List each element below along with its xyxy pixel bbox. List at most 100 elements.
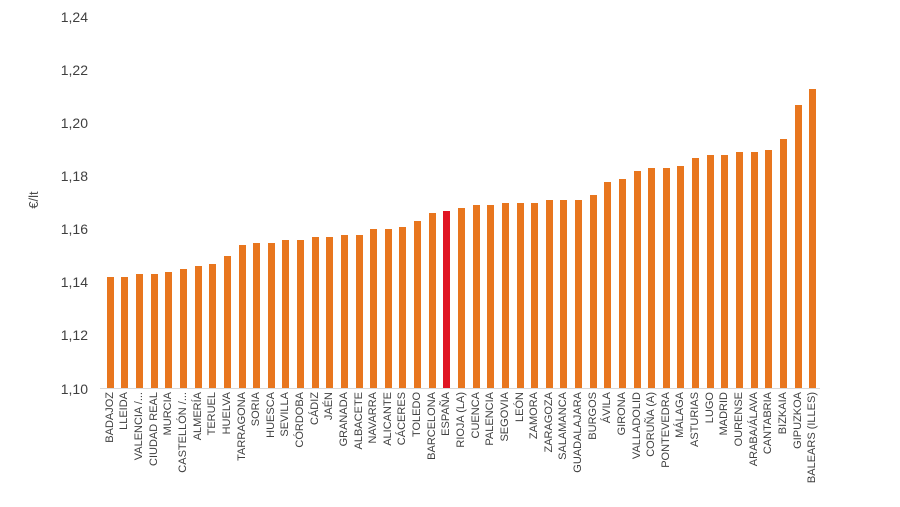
bar-m-laga bbox=[677, 165, 685, 389]
bar-badajoz bbox=[106, 277, 114, 389]
bar-araba-lava bbox=[750, 152, 758, 389]
x-axis-label-pontevedra: PONTEVEDRA bbox=[659, 392, 672, 468]
x-axis-line bbox=[100, 388, 820, 389]
x-axis-label-balears-illes: BALEARS (ILLES) bbox=[806, 392, 819, 484]
x-axis-label-le-n: LEÓN bbox=[513, 392, 526, 422]
x-axis-label-lleida: LLEIDA bbox=[118, 392, 131, 430]
bar-sevilla bbox=[282, 239, 290, 389]
x-axis-label-zaragoza: ZARAGOZA bbox=[542, 392, 555, 453]
bar-palencia bbox=[487, 205, 495, 389]
bar-gipuzkoa bbox=[794, 104, 802, 389]
bar-ourense bbox=[736, 152, 744, 389]
bar-almer-a bbox=[194, 266, 202, 389]
x-axis-label-espa-a: ESPAÑA bbox=[440, 392, 453, 436]
x-axis-label-guadalajara: GUADALAJARA bbox=[572, 392, 585, 473]
x-axis-label-palencia: PALENCIA bbox=[484, 392, 497, 446]
x-axis-label-barcelona: BARCELONA bbox=[425, 392, 438, 460]
bar-c-diz bbox=[311, 237, 319, 389]
bar-guadalajara bbox=[575, 200, 583, 389]
x-axis-label-cuenca: CUENCA bbox=[469, 392, 482, 439]
y-axis-tick-label: 1,10 bbox=[60, 380, 88, 397]
bar-burgos bbox=[589, 194, 597, 389]
bar-balears-illes bbox=[809, 88, 817, 389]
bar-ja-n bbox=[326, 237, 334, 389]
bar-zamora bbox=[531, 202, 539, 389]
bar-espa-a bbox=[443, 210, 451, 389]
x-axis-label-cantabria: CANTABRIA bbox=[762, 392, 775, 455]
x-axis-label-vila: ÁVILA bbox=[601, 392, 614, 424]
x-axis-label-alicante: ALICANTE bbox=[381, 392, 394, 446]
x-axis-label-ciudad-real: CIUDAD REAL bbox=[147, 392, 160, 466]
bar-coru-a-a bbox=[648, 168, 656, 389]
x-axis-label-asturias: ASTURIAS bbox=[689, 392, 702, 448]
bar-salamanca bbox=[560, 200, 568, 389]
x-axis-label-c-ceres: CÁCERES bbox=[396, 392, 409, 446]
bar-madrid bbox=[721, 154, 729, 389]
x-axis-label-rioja-la: RIOJA (LA) bbox=[455, 392, 467, 448]
x-axis-label-ja-n: JAÉN bbox=[323, 392, 336, 421]
y-axis-tick-label: 1,16 bbox=[60, 221, 88, 238]
bar-alicante bbox=[384, 229, 392, 389]
bar-huesca bbox=[267, 242, 275, 389]
x-axis-label-araba-lava: ARABA/ÁLAVA bbox=[747, 392, 760, 467]
x-axis-label-bizkaia: BIZKAIA bbox=[776, 392, 789, 435]
bar-barcelona bbox=[428, 213, 436, 389]
bar-girona bbox=[618, 178, 626, 389]
y-axis-tick-label: 1,22 bbox=[60, 62, 88, 79]
bar-murcia bbox=[165, 271, 173, 389]
x-axis-label-tarragona: TARRAGONA bbox=[235, 392, 248, 461]
bar-bizkaia bbox=[779, 139, 787, 389]
bar-ciudad-real bbox=[150, 274, 158, 389]
x-axis-label-zamora: ZAMORA bbox=[528, 392, 541, 440]
bar-cantabria bbox=[765, 149, 773, 389]
bar-toledo bbox=[414, 221, 422, 389]
y-axis-tick-label: 1,12 bbox=[60, 327, 88, 344]
x-axis-label-c-diz: CÁDIZ bbox=[308, 392, 321, 425]
x-axis-label-castell-n: CASTELLÓN /... bbox=[176, 392, 189, 473]
bar-asturias bbox=[692, 157, 700, 389]
y-axis-tick-label: 1,18 bbox=[60, 168, 88, 185]
bar-c-rdoba bbox=[297, 239, 305, 389]
bar-lleida bbox=[121, 277, 129, 389]
x-axis-label-toledo: TOLEDO bbox=[411, 392, 424, 438]
bar-soria bbox=[253, 242, 261, 389]
bar-zaragoza bbox=[545, 200, 553, 389]
x-axis-label-badajoz: BADAJOZ bbox=[103, 392, 116, 443]
x-axis-label-murcia: MURCIA bbox=[162, 392, 175, 436]
x-axis-label-ourense: OURENSE bbox=[733, 392, 746, 447]
bar-rioja-la bbox=[458, 208, 465, 389]
bar-vila bbox=[604, 181, 612, 389]
bar-huelva bbox=[223, 255, 231, 389]
bar-segovia bbox=[501, 202, 509, 389]
bar-granada bbox=[340, 234, 348, 389]
x-axis-label-girona: GIRONA bbox=[615, 392, 628, 436]
x-axis-label-m-laga: MÁLAGA bbox=[674, 392, 687, 438]
x-axis-label-albacete: ALBACETE bbox=[352, 392, 365, 450]
x-axis-label-almer-a: ALMERÍA bbox=[191, 392, 204, 441]
bar-navarra bbox=[370, 229, 378, 389]
bar-teruel bbox=[209, 263, 217, 389]
x-axis-label-salamanca: SALAMANCA bbox=[557, 392, 570, 460]
x-axis-label-huelva: HUELVA bbox=[220, 392, 233, 435]
x-axis-label-soria: SORIA bbox=[250, 392, 263, 427]
x-axis-label-gipuzkoa: GIPUZKOA bbox=[791, 392, 804, 449]
x-axis-label-segovia: SEGOVIA bbox=[498, 392, 511, 442]
x-axis-label-valladolid: VALLADOLID bbox=[630, 392, 643, 460]
x-axis-label-burgos: BURGOS bbox=[586, 392, 599, 440]
x-axis-label-huesca: HUESCA bbox=[264, 392, 277, 438]
x-axis-label-sevilla: SEVILLA bbox=[279, 392, 292, 437]
x-axis-label-valencia: VALENCIA /... bbox=[133, 392, 146, 461]
x-axis-label-lugo: LUGO bbox=[703, 392, 716, 424]
x-axis-label-c-rdoba: CÓRDOBA bbox=[294, 392, 307, 448]
bar-albacete bbox=[355, 234, 363, 389]
x-axis-label-madrid: MADRID bbox=[718, 392, 731, 436]
bar-tarragona bbox=[238, 245, 246, 389]
bar-valencia bbox=[136, 274, 144, 389]
y-axis-tick-label: 1,14 bbox=[60, 274, 88, 291]
bar-pontevedra bbox=[662, 168, 670, 389]
bar-le-n bbox=[516, 202, 524, 389]
y-axis-tick-label: 1,20 bbox=[60, 115, 88, 132]
bar-lugo bbox=[706, 154, 714, 389]
y-axis-title: €/lt bbox=[26, 191, 41, 209]
